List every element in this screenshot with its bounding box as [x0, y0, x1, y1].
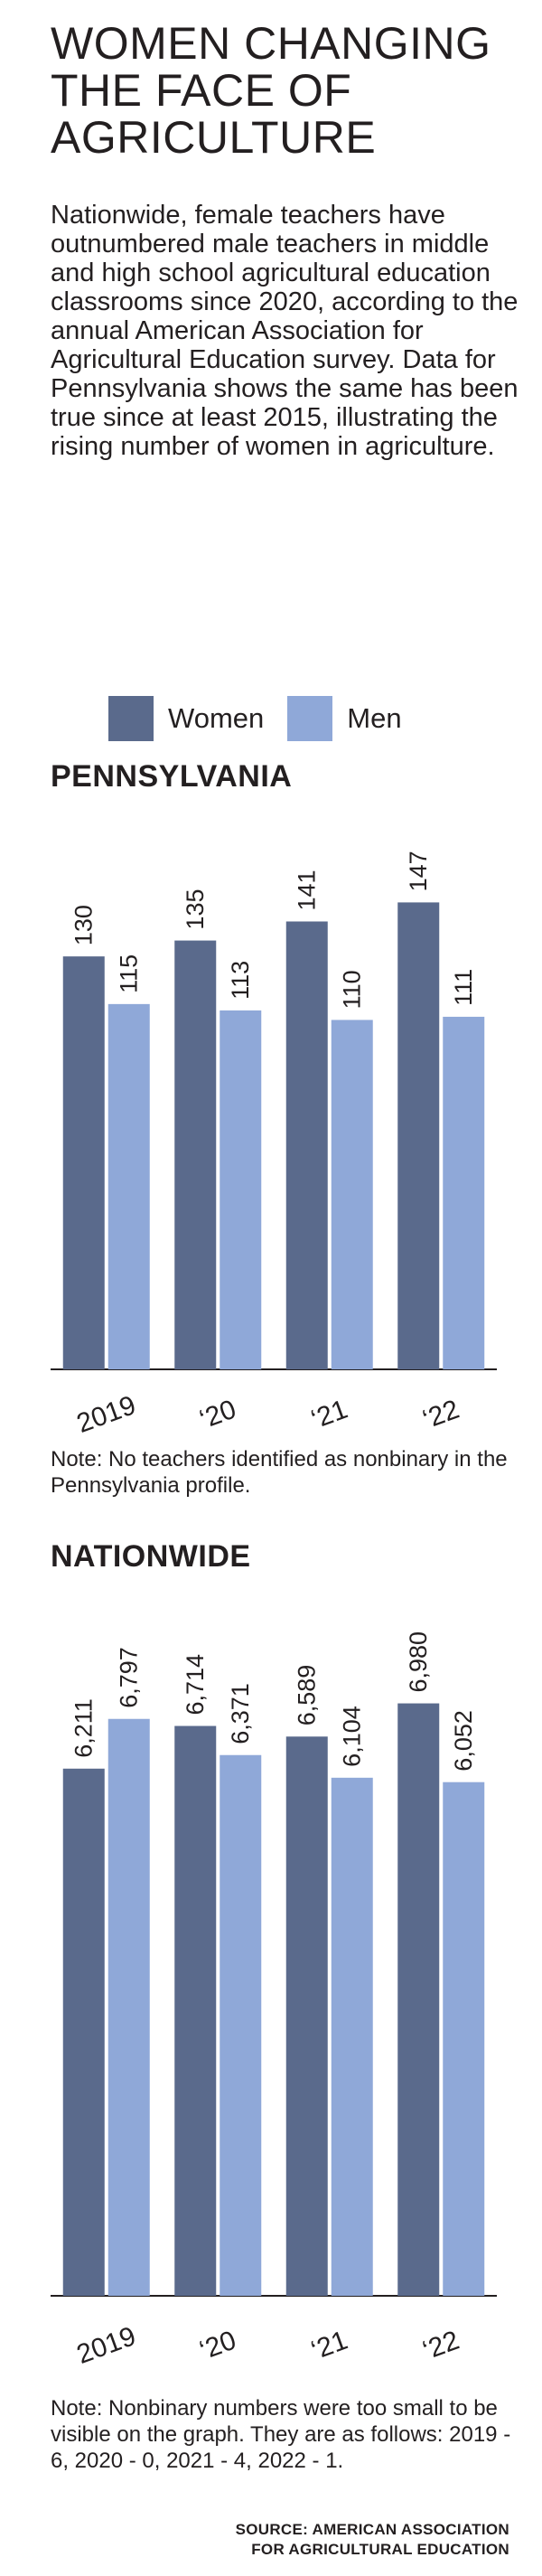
nationwide-bar-chart: 6,211 6,797 2019 6,714 6,371 ‘20 6,589 6,104 ‘21… — [51, 1631, 497, 2370]
legend-swatch-men — [287, 696, 333, 741]
data-label-men-3: 6,052 — [450, 1710, 477, 1772]
data-label-women-1: 6,714 — [182, 1654, 209, 1716]
data-label-women-3: 147 — [405, 851, 432, 891]
bar-men-3 — [443, 1782, 485, 2296]
bar-women-3 — [397, 1703, 440, 2296]
bar-men-2 — [331, 1020, 373, 1369]
bar-men-0 — [107, 1718, 150, 2296]
data-label-women-2: 6,589 — [294, 1665, 321, 1726]
chart-title-pennsylvania: PENNSYLVANIA — [51, 759, 293, 794]
x-tick-label-1: ‘20 — [196, 2326, 240, 2366]
data-label-men-1: 113 — [227, 961, 254, 1000]
legend-label-men: Men — [347, 702, 402, 734]
bar-women-2 — [285, 1736, 328, 2296]
bar-women-3 — [397, 902, 440, 1369]
bar-men-2 — [331, 1777, 373, 2296]
x-tick-label-0: 2019 — [73, 2321, 140, 2370]
source-credit: SOURCE: AMERICAN ASSOCIATION FOR AGRICUL… — [235, 2521, 509, 2558]
data-label-men-1: 6,371 — [227, 1683, 254, 1744]
bar-women-0 — [62, 1768, 105, 2296]
legend-item-women: Women — [108, 696, 264, 741]
legend: Women Men — [108, 696, 402, 741]
bar-women-2 — [285, 921, 328, 1369]
bar-men-3 — [443, 1016, 485, 1369]
intro-text: Nationwide, female teachers have outnumb… — [51, 201, 519, 461]
data-label-women-3: 6,980 — [405, 1631, 432, 1693]
data-label-women-0: 6,211 — [70, 1698, 98, 1758]
bar-men-1 — [220, 1754, 262, 2296]
data-label-women-1: 135 — [182, 889, 209, 930]
note-pennsylvania: Note: No teachers identified as nonbinar… — [51, 1447, 508, 1498]
data-label-men-0: 6,797 — [116, 1647, 143, 1708]
data-label-women-0: 130 — [70, 905, 98, 945]
legend-swatch-women — [108, 696, 154, 741]
chart-title-nationwide: NATIONWIDE — [51, 1539, 251, 1574]
bar-women-1 — [174, 940, 217, 1369]
data-label-women-2: 141 — [294, 870, 321, 910]
bar-women-0 — [62, 956, 105, 1369]
bar-men-1 — [220, 1010, 262, 1369]
data-label-men-3: 111 — [450, 969, 477, 1006]
bar-women-1 — [174, 1725, 217, 2296]
data-label-men-2: 6,104 — [339, 1706, 366, 1767]
page-title: WOMEN CHANGING THE FACE OF AGRICULTURE — [51, 18, 491, 163]
x-tick-label-2: ‘21 — [307, 2326, 351, 2366]
legend-item-men: Men — [287, 696, 402, 741]
data-label-men-0: 115 — [116, 954, 143, 993]
x-tick-label-3: ‘22 — [419, 2326, 463, 2366]
legend-label-women: Women — [168, 702, 265, 734]
bar-men-0 — [107, 1003, 150, 1369]
note-nationwide: Note: Nonbinary numbers were too small t… — [51, 2396, 511, 2473]
data-label-men-2: 110 — [339, 970, 366, 1009]
